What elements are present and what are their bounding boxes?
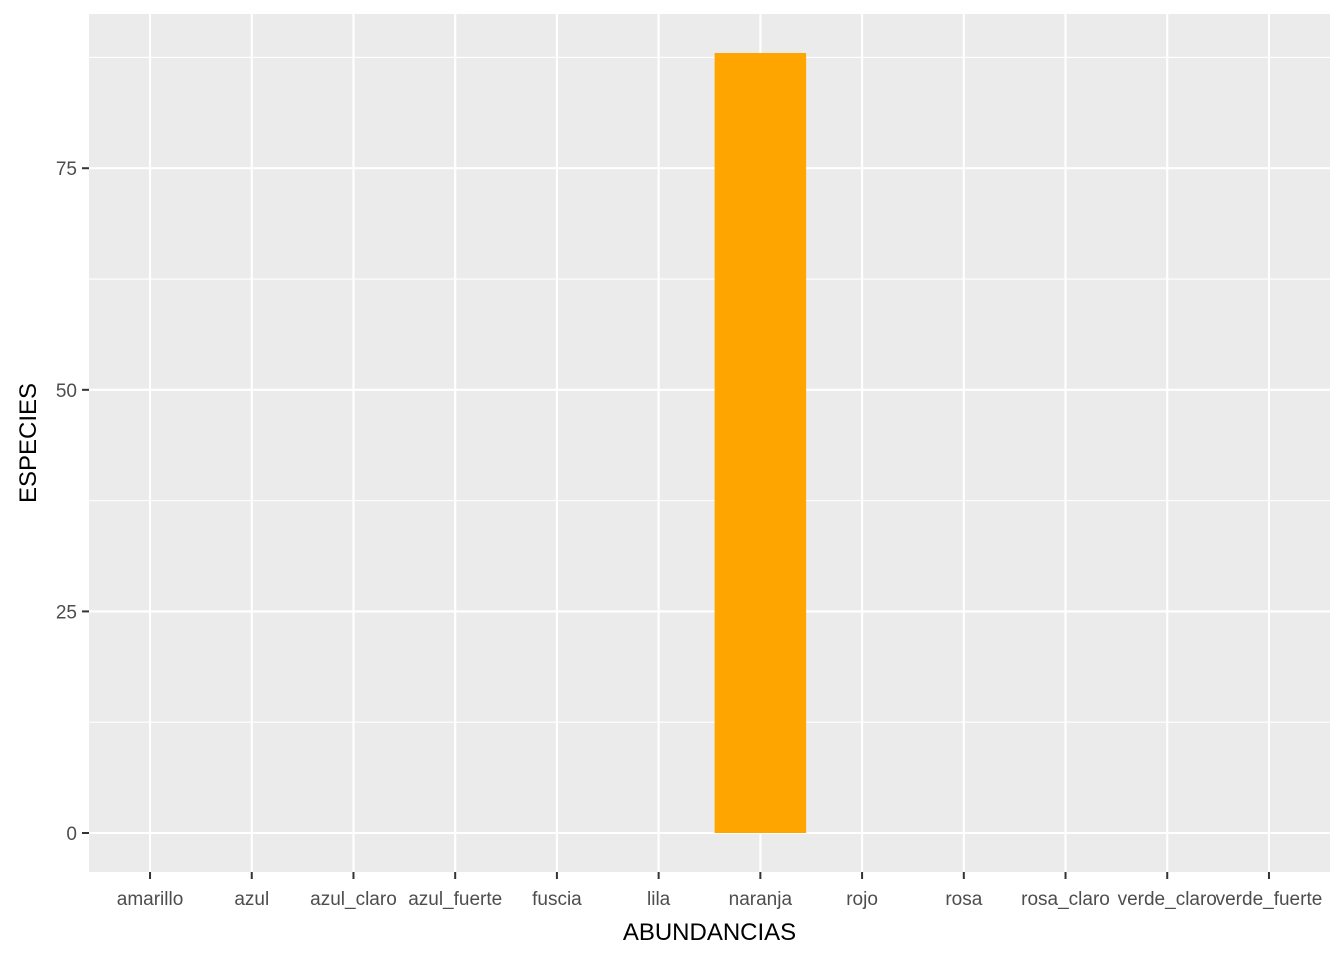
plot-panel (89, 14, 1330, 872)
major-gridlines (89, 14, 1330, 872)
y-tick-label: 50 (56, 381, 77, 402)
y-axis-title: ESPECIES (15, 383, 42, 503)
y-tick-label: 0 (66, 824, 77, 845)
bar-naranja (714, 53, 807, 833)
minor-gridlines (89, 56, 1330, 723)
x-tick-label: azul (234, 889, 269, 910)
x-tick-label: rosa_claro (1021, 889, 1110, 910)
x-axis-title: ABUNDANCIAS (623, 919, 796, 946)
bars (714, 53, 807, 833)
x-tick-label: verde_fuerte (1216, 889, 1323, 910)
x-tick-label: fuscia (532, 889, 582, 910)
x-axis: amarillo azul azul_claro azul_fuerte fuscia l… (117, 872, 1323, 910)
x-tick-label: rojo (846, 889, 878, 910)
y-tick-label: 75 (56, 159, 77, 180)
x-tick-label: lila (647, 889, 671, 910)
x-tick-label: amarillo (117, 889, 184, 910)
x-tick-label: azul_claro (310, 889, 397, 910)
y-axis: 0 25 50 75 (56, 159, 89, 845)
y-tick-label: 25 (56, 602, 77, 623)
x-tick-label: azul_fuerte (408, 889, 502, 910)
x-tick-label: rosa (945, 889, 982, 910)
x-tick-label: verde_claro (1118, 889, 1217, 910)
x-tick-label: naranja (729, 889, 793, 910)
